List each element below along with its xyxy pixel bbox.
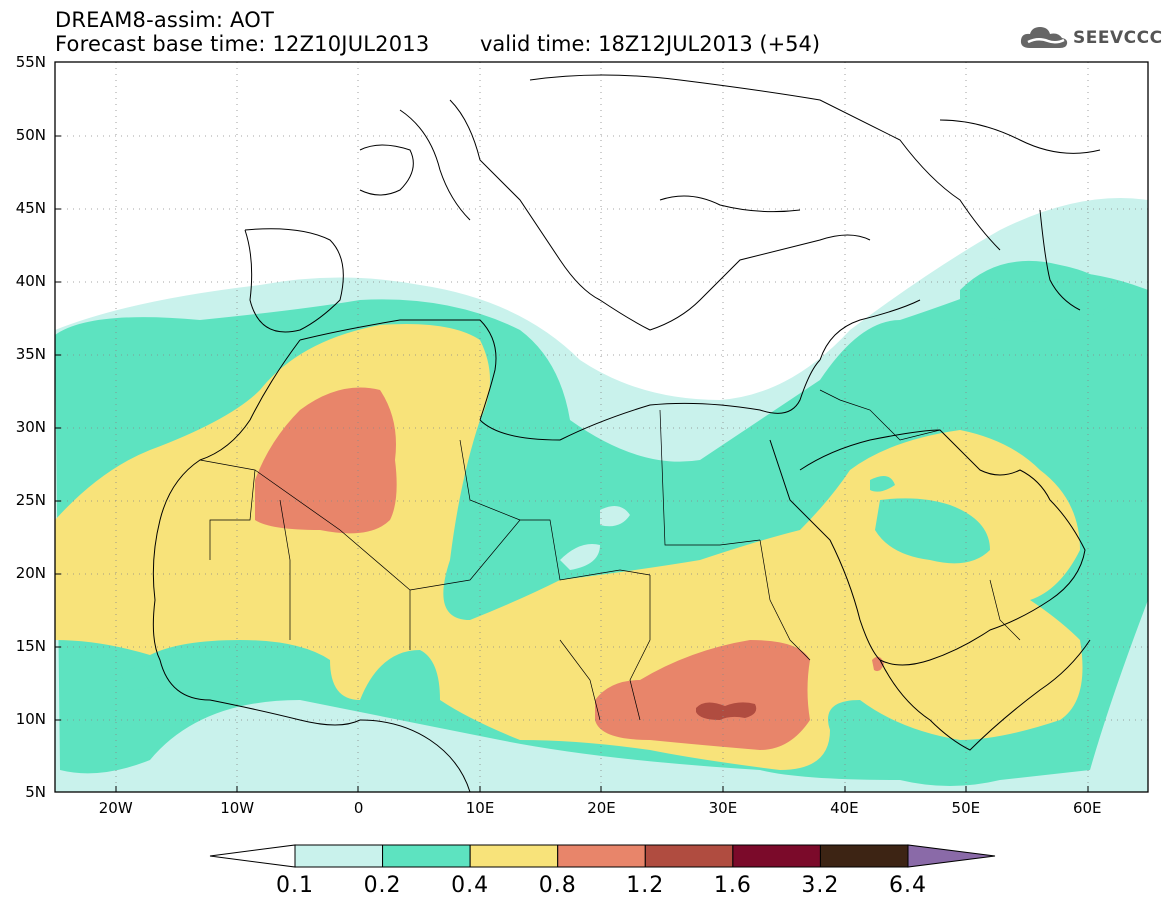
aot-band-0.8-sahara [255,387,397,534]
colorbar-label: 0.4 [451,873,490,898]
axis-ticks [55,61,1089,792]
lon-label: 50E [951,799,981,817]
lon-label: 0 [353,799,364,817]
lon-label: 20E [587,799,616,817]
lat-label: 25N [15,491,46,509]
colorbar-label: 3.2 [801,873,840,898]
colorbar-swatch [819,844,909,868]
lat-label: 40N [15,272,46,290]
lon-label: 60E [1072,799,1102,817]
forecast-base-time: Forecast base time: 12Z10JUL2013 [55,32,430,56]
lat-label: 10N [15,710,46,728]
country-borders [199,389,1021,721]
logo-text: SEEVCCC [1073,28,1163,48]
colorbar-swatch [382,844,471,868]
colorbar-label: 6.4 [889,873,927,898]
aot-band-0.2-caspian [960,260,1115,322]
lon-label: 40E [830,799,859,817]
lat-label: 20N [15,564,46,582]
aot-band-0.2-patch2 [600,506,630,527]
colorbar-swatch [469,844,559,868]
colorbar-over-arrow [907,844,996,868]
lon-label: 20W [98,799,133,817]
lat-label: 15N [15,637,46,655]
cloud-icon [1020,27,1068,48]
lat-label: 55N [15,53,46,71]
colorbar-label: 1.2 [626,873,665,898]
coastlines-borders [152,74,1101,792]
aot-band-0.4-island [120,666,170,690]
aot-band-0.8-sudan [595,640,810,750]
aot-band-1.2 [696,702,757,720]
lat-label: 45N [15,199,46,217]
lat-lon-gridlines [55,62,1148,792]
colorbar-label: 1.6 [713,873,752,898]
aot-field [55,62,1148,792]
valid-time: valid time: 18Z12JUL2013 (+54) [480,32,821,56]
aot-band-0.2-arabia [875,498,990,564]
map-title: DREAM8-assim: AOT [55,8,274,32]
lon-label: 10E [465,799,495,817]
aot-band-0.2-arabia2 [870,476,895,492]
aot-band-0.2-patch [560,544,600,570]
colorbar-swatch [294,844,384,868]
lat-label: 35N [15,345,46,363]
lat-label: 30N [15,418,46,436]
colorbar-label: 0.8 [538,873,577,898]
lon-label: 10W [220,799,255,817]
colorbar-label: 0.1 [276,873,314,898]
colorbar-label: 0.2 [363,873,402,898]
seevccc-logo: SEEVCCC [1018,24,1163,52]
lon-label: 30E [708,799,738,817]
colorbar-swatch [557,844,646,868]
colorbar-swatch [644,844,734,868]
colorbar-under-arrow [209,844,296,868]
lat-label: 50N [15,126,46,144]
colorbar [209,844,996,868]
colorbar-swatch [732,844,821,868]
lat-label: 5N [25,783,46,801]
